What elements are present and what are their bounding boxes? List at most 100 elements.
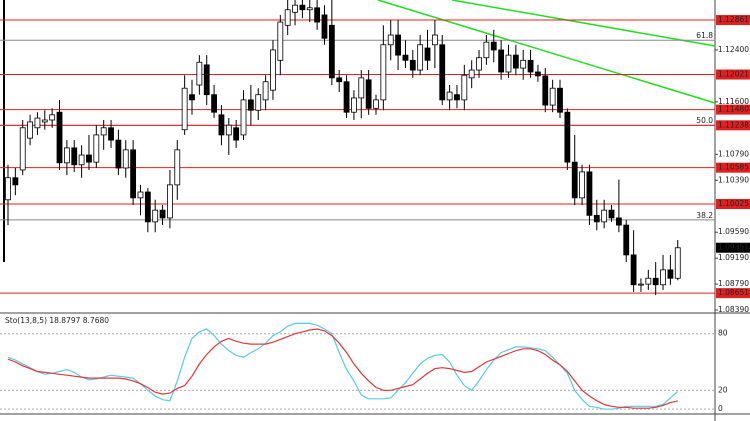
candle-body [34,117,41,129]
candle-body [19,127,26,171]
level-box [716,120,750,131]
candle-body [56,111,63,164]
candle-body [167,184,173,219]
candle-body [115,139,122,169]
candle-body [520,59,527,69]
level-box [716,69,750,80]
candle-body [108,127,114,141]
candle-body [461,74,468,101]
candle-body [262,81,269,101]
candle-body [527,59,534,73]
candle-body [557,87,563,113]
candle-body [395,34,401,56]
y-tick-label: 1.11600 [718,97,749,106]
candle-body [343,81,350,113]
indicator-line [7,322,679,410]
y-tick-label: 1.10790 [718,149,749,158]
candle-body [593,214,600,223]
candle-body [152,209,159,223]
candle-body [601,209,608,223]
candle-body [159,209,166,219]
candle-body [483,41,490,59]
candle-body [49,114,56,121]
candle-body [358,77,365,99]
candle-body [277,21,284,61]
level-box [716,162,750,173]
level-box [716,288,750,299]
candle-body [5,177,11,201]
candle-body [431,34,438,46]
trendline [451,0,716,47]
level-box [716,15,750,26]
level-box [716,104,750,115]
candle-body [623,224,630,256]
candle-body [336,77,343,83]
candle-body [542,75,549,106]
candle-body [196,61,203,86]
level-label: 1.12021 [718,70,749,79]
candle-body [144,191,151,223]
y-tick-label: 1.09190 [718,253,749,262]
candle-body [365,79,372,109]
candle-body [402,54,409,61]
last-price-label: 1.09351 [718,243,749,252]
candle-body [211,94,217,113]
candle-body [314,7,321,23]
candle-body [255,94,262,111]
y-tick-label: 80 [718,329,728,338]
candle-body [225,124,232,136]
candle-body [579,171,585,199]
fib-label: 50.0 [696,116,713,125]
candle-body [328,24,335,79]
candle-body [586,171,593,216]
last-price-box [716,242,750,253]
candle-body [174,149,181,186]
level-label: 1.11480 [718,105,749,114]
candle-body [71,147,78,166]
candle-body [608,209,615,219]
candle-body [218,114,225,136]
candle-body [667,269,674,279]
candle-body [439,44,446,101]
fib-label: 61.8 [696,31,713,40]
candle-body [652,277,659,286]
candle-body [476,57,482,71]
candle-body [615,217,622,226]
y-tick-label: 1.09590 [718,227,749,236]
candle-body [189,94,195,101]
candle-body [78,154,85,166]
candle-body [454,94,460,101]
indicator-line [7,328,678,409]
candle-body [638,283,644,286]
candle-body [564,111,571,163]
candle-body [247,99,254,111]
candle-body [409,59,416,71]
candle-body [468,69,475,79]
candle-body [27,121,33,139]
candle-body [571,161,578,199]
candle-body [512,54,519,69]
candle-body [130,149,137,199]
candle-body [181,87,188,131]
indicator-title: Sto(13,8,5) 18.8797 8.7680 [5,316,109,325]
candle-body [505,54,512,73]
candle-body [535,71,541,77]
y-tick-label: 20 [718,385,728,394]
candle-body [498,49,505,73]
candle-body [380,44,387,101]
candle-body [351,97,357,113]
candle-body [284,9,291,26]
level-label: 1.11238 [718,120,749,129]
candle-body [321,14,328,39]
candle-body [446,91,453,101]
candle-body [299,4,306,11]
level-label: 1.08651 [718,288,749,297]
candle-body [549,87,556,106]
candle-body [122,149,129,169]
candle-body [233,127,240,141]
candle-body [203,64,210,96]
y-tick-label: 1.12400 [718,45,749,54]
candle-body [41,119,48,123]
level-label: 1.10585 [718,163,749,172]
candle-body [270,49,276,91]
